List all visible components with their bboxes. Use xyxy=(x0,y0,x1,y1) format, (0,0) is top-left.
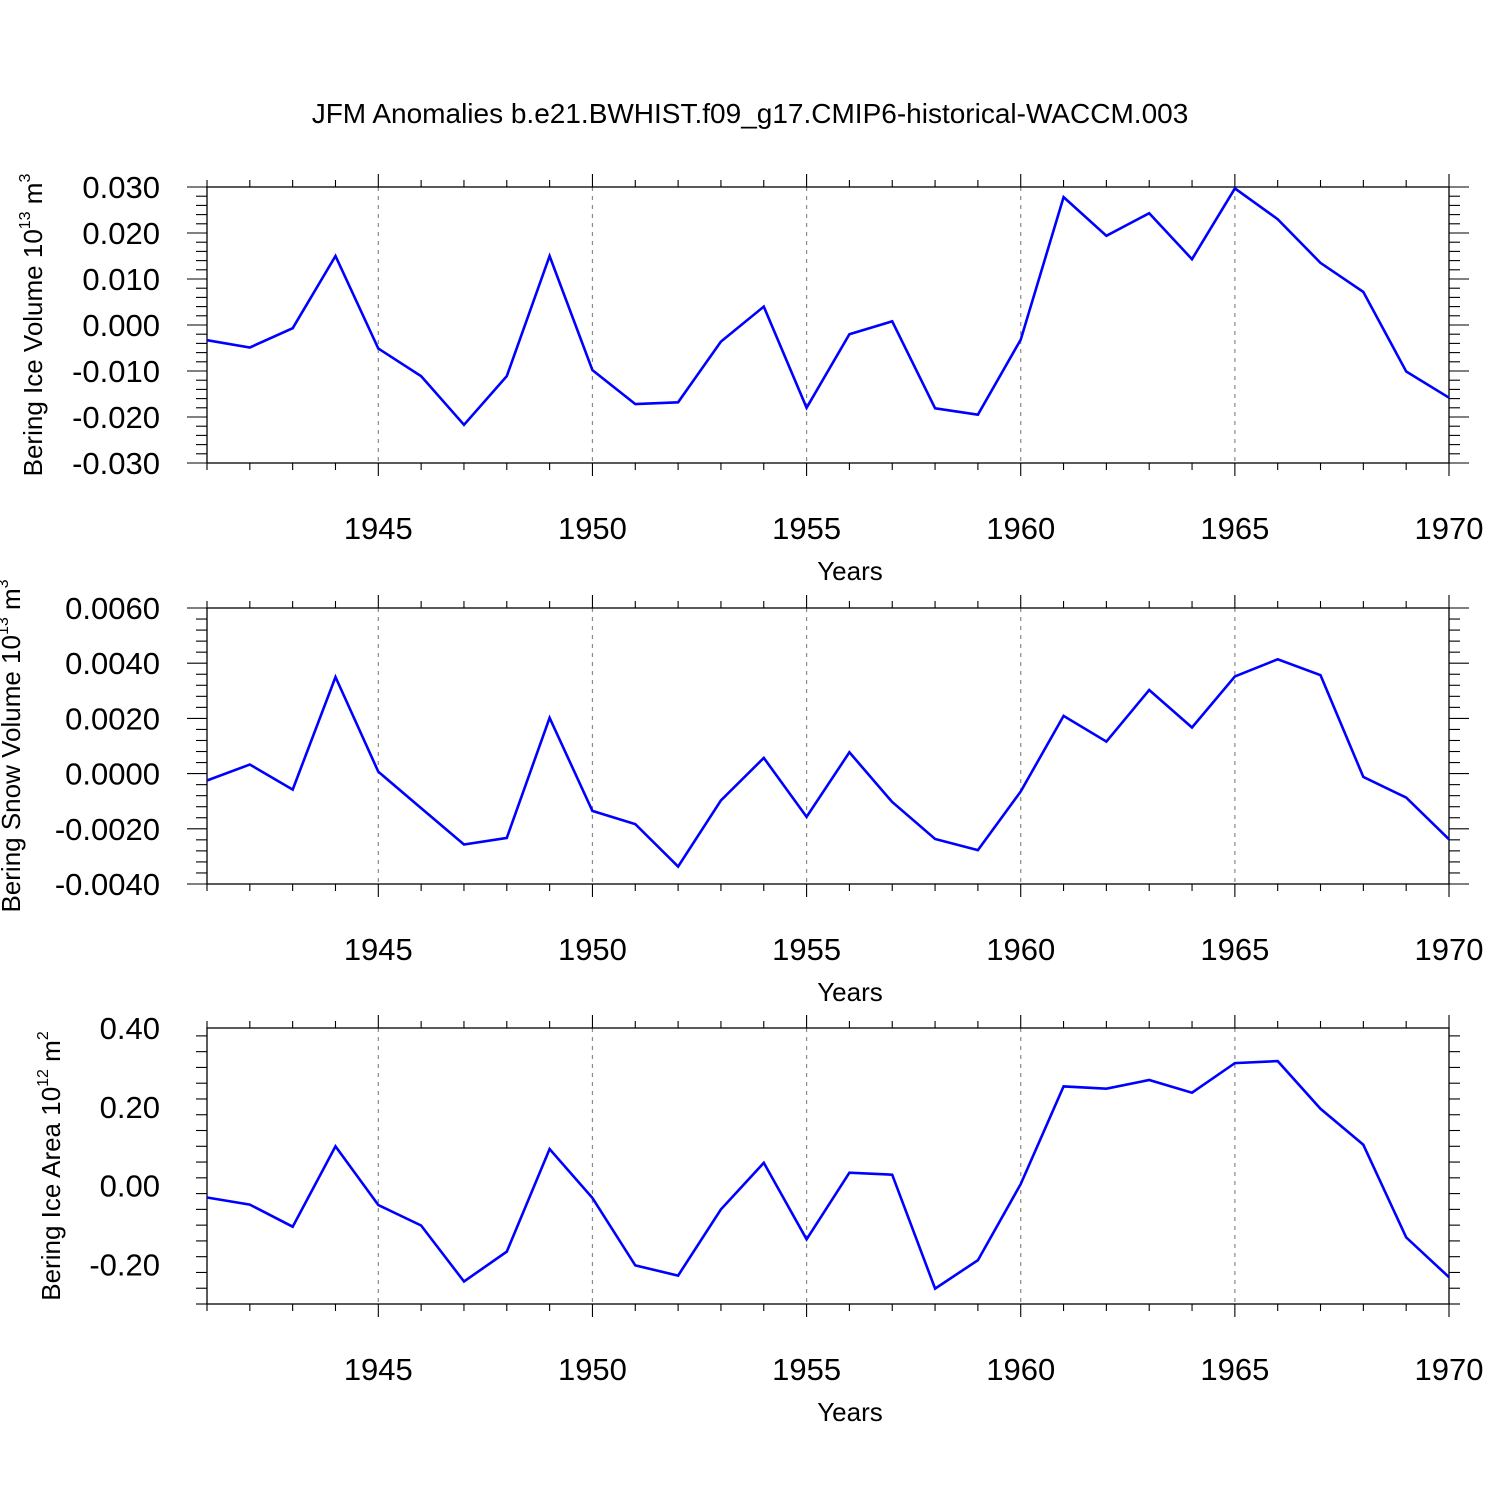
x-tick-label: 1955 xyxy=(772,1352,841,1387)
series-line xyxy=(206,657,1450,869)
x-tick-label: 1960 xyxy=(986,932,1055,967)
x-tick-label: 1950 xyxy=(558,932,627,967)
plot-frame xyxy=(206,607,1450,885)
x-tick-label: 1960 xyxy=(986,511,1055,546)
x-tick-label: 1950 xyxy=(558,1352,627,1387)
y-tick-label: -0.20 xyxy=(89,1248,160,1283)
panel-3: 1945 1950 1955 1960 1965 1970 Years -0.20 0.00 0.… xyxy=(35,1011,1483,1427)
y-tick-label: 0.00 xyxy=(100,1169,160,1204)
y-tick-label: 0.20 xyxy=(100,1090,160,1125)
y-tick-label: -0.030 xyxy=(72,446,160,481)
y-axis-label: Bering Snow Volume 1013 m3 xyxy=(0,579,26,912)
x-tick-label: 1965 xyxy=(1200,932,1269,967)
x-tick-label: 1970 xyxy=(1415,932,1484,967)
y-axis-label: Bering Ice Volume 1013 m3 xyxy=(17,174,48,477)
x-axis-label: Years xyxy=(817,556,883,586)
x-tick-label: 1945 xyxy=(344,1352,413,1387)
y-tick-label: -0.0020 xyxy=(55,812,160,847)
series-line xyxy=(206,1059,1450,1291)
panels: 1945 1950 1955 1960 1965 1970 Years -0.030 -0.02… xyxy=(0,170,1483,1427)
y-tick-label: 0.0060 xyxy=(65,591,160,626)
x-tick-label: 1970 xyxy=(1415,511,1484,546)
panel-1: 1945 1950 1955 1960 1965 1970 Years -0.030 -0.02… xyxy=(17,170,1483,586)
x-axis-label: Years xyxy=(817,977,883,1007)
y-tick-label: 0.000 xyxy=(82,308,160,343)
y-tick-label: 0.030 xyxy=(82,170,160,205)
plot-frame xyxy=(206,186,1450,464)
y-tick-label: -0.010 xyxy=(72,354,160,389)
y-tick-label: 0.40 xyxy=(100,1011,160,1046)
y-tick-label: -0.0040 xyxy=(55,867,160,902)
x-tick-label: 1950 xyxy=(558,511,627,546)
y-tick-label: -0.020 xyxy=(72,400,160,435)
y-tick-label: 0.0040 xyxy=(65,646,160,681)
series-line xyxy=(206,186,1450,427)
x-tick-label: 1965 xyxy=(1200,511,1269,546)
figure-title: JFM Anomalies b.e21.BWHIST.f09_g17.CMIP6… xyxy=(312,98,1189,129)
y-tick-label: 0.020 xyxy=(82,216,160,251)
panel-2: 1945 1950 1955 1960 1965 1970 Years -0.0040 -0.0… xyxy=(0,579,1483,1007)
x-tick-label: 1955 xyxy=(772,932,841,967)
plot-frame xyxy=(206,1027,1450,1305)
y-tick-label: 0.010 xyxy=(82,262,160,297)
x-tick-label: 1965 xyxy=(1200,1352,1269,1387)
x-axis-label: Years xyxy=(817,1397,883,1427)
x-tick-label: 1945 xyxy=(344,511,413,546)
x-tick-label: 1960 xyxy=(986,1352,1055,1387)
y-axis-label: Bering Ice Area 1012 m2 xyxy=(35,1031,66,1301)
x-tick-label: 1955 xyxy=(772,511,841,546)
x-tick-label: 1945 xyxy=(344,932,413,967)
y-tick-label: 0.0020 xyxy=(65,701,160,736)
x-tick-label: 1970 xyxy=(1415,1352,1484,1387)
y-tick-label: 0.0000 xyxy=(65,757,160,792)
